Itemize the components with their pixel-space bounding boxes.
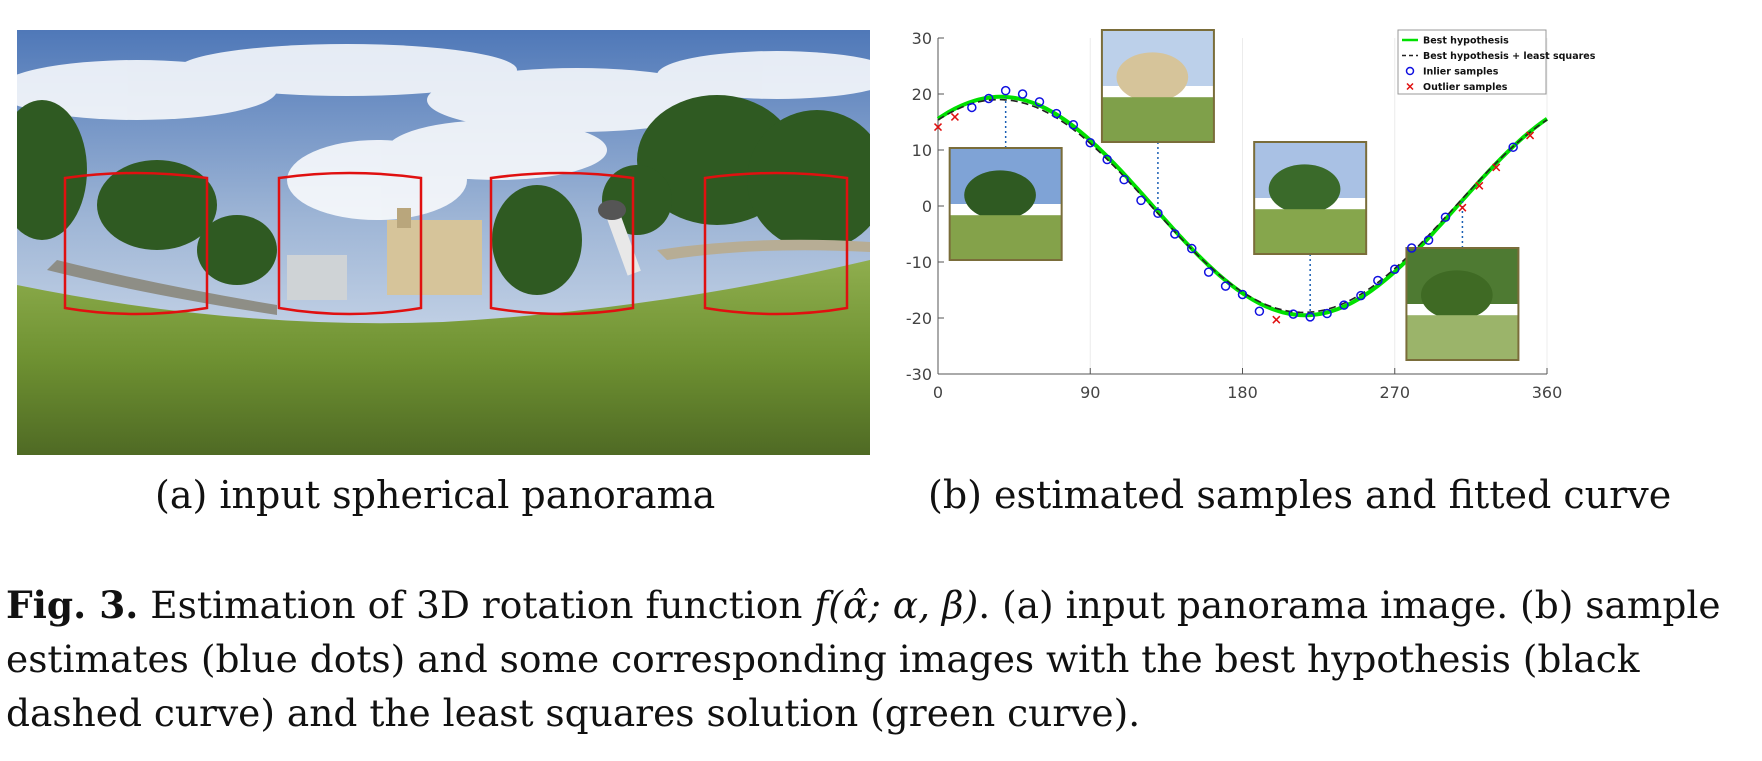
y-tick-label-10: 10	[912, 141, 932, 160]
y-tick-label--10: -10	[906, 253, 932, 272]
inlier-point	[1237, 289, 1248, 300]
inlier-point	[1017, 89, 1028, 99]
inlier-point	[1440, 212, 1451, 222]
legend-swatch-x	[1406, 82, 1414, 91]
inset-frame	[1405, 247, 1520, 361]
y-tick-label--30: -30	[906, 365, 932, 384]
inlier-point	[1187, 243, 1197, 254]
outlier-point	[1526, 131, 1535, 140]
inlier-point	[1322, 308, 1332, 319]
outlier-stroke	[1492, 163, 1501, 172]
inlier-point	[1034, 97, 1045, 107]
inset-thumbnail-bushes	[1405, 247, 1520, 361]
legend-label: Best hypothesis + least squares	[1423, 51, 1596, 62]
inlier-point	[1220, 281, 1231, 291]
inlier-point	[1119, 174, 1129, 185]
panorama-caption: (a) input spherical panorama	[155, 473, 716, 517]
inset-ground	[1254, 209, 1367, 254]
inlier-point	[1390, 264, 1400, 275]
legend-entry: Best hypothesis + least squares	[1402, 51, 1596, 62]
x-tick-label-360: 360	[1532, 383, 1563, 402]
inlier-point	[1356, 290, 1366, 301]
inlier-point	[1136, 195, 1146, 206]
inset-feature	[964, 170, 1036, 220]
inset-ground	[949, 215, 1062, 260]
inset-thumbnail-statue	[1253, 141, 1368, 255]
outlier-stroke	[1526, 131, 1535, 140]
y-tick-label-0: 0	[922, 197, 932, 216]
inset-feature	[1116, 52, 1189, 102]
inlier-point	[1373, 275, 1383, 286]
outlier-stroke	[1458, 203, 1467, 212]
legend-entry: Outlier samples	[1406, 82, 1508, 93]
legend-label: Inlier samples	[1423, 67, 1499, 78]
outlier-stroke	[1272, 315, 1281, 324]
inlier-point	[1254, 306, 1265, 317]
inset-feature	[1268, 164, 1341, 214]
outlier-stroke	[933, 123, 943, 132]
outlier-point	[1492, 163, 1501, 172]
caption-text-intro: Estimation of 3D rotation function	[138, 583, 815, 627]
inlier-point	[1051, 108, 1062, 119]
panorama-image	[17, 30, 870, 455]
rotation-formula: f(α̂; α, β)	[814, 583, 979, 627]
x-tick-label-90: 90	[1080, 383, 1100, 402]
inlier-point	[1085, 137, 1095, 148]
chart-caption: (b) estimated samples and fitted curve	[928, 473, 1672, 517]
y-tick-label--20: -20	[906, 309, 932, 328]
x-tick-label-270: 270	[1379, 383, 1410, 402]
legend-swatch-circle	[1405, 66, 1415, 76]
legend-box	[1397, 29, 1547, 95]
inlier-point	[1305, 312, 1315, 322]
outlier-stroke	[1475, 181, 1484, 190]
inset-thumbnail-tree-path	[948, 147, 1063, 261]
inlier-point	[1102, 154, 1112, 165]
y-tick-label-30: 30	[912, 29, 932, 48]
rotation-chart: 30 20 10 0 -10 -20 -30 0 90 180 270 360 Best hypothe…	[906, 20, 1690, 468]
inset-frame	[1253, 141, 1368, 255]
inlier-point	[1406, 243, 1417, 253]
inset-thumbnail-building	[1100, 29, 1215, 143]
legend-entry: Inlier samples	[1405, 66, 1499, 78]
least-squares-curve	[937, 98, 1548, 314]
inlier-point	[1339, 300, 1349, 310]
outlier-point	[950, 112, 959, 121]
outlier-point	[1272, 315, 1281, 324]
inlier-point	[1068, 120, 1079, 130]
outlier-point	[1458, 203, 1467, 212]
inset-ground	[1406, 315, 1519, 360]
inset-ground	[1101, 97, 1214, 142]
inset-frame	[1100, 29, 1215, 143]
inlier-point	[984, 93, 994, 104]
inlier-point	[1203, 267, 1214, 277]
inlier-point	[1508, 142, 1518, 152]
inlier-point	[1000, 85, 1011, 96]
inset-feature	[1420, 270, 1493, 320]
y-tick-label-20: 20	[912, 85, 932, 104]
legend-label: Outlier samples	[1423, 82, 1508, 93]
inlier-point	[1288, 309, 1298, 319]
x-tick-label-180: 180	[1227, 383, 1258, 402]
chart-legend: Best hypothesis Best hypothesis + least s…	[1397, 29, 1596, 95]
inlier-point	[1423, 235, 1434, 245]
outlier-point	[1475, 181, 1484, 190]
inlier-point	[967, 102, 977, 113]
inset-frame	[948, 147, 1063, 261]
caption-text-body: . (a) input panorama image. (b) sample e…	[6, 583, 1721, 735]
inlier-point	[1170, 229, 1180, 239]
legend-entry: Best hypothesis	[1402, 36, 1509, 47]
figure-caption: Fig. 3. Estimation of 3D rotation functi…	[6, 578, 1746, 740]
inlier-point	[1153, 208, 1163, 219]
outlier-point	[933, 123, 943, 132]
x-tick-label-0: 0	[933, 383, 943, 402]
outlier-stroke	[950, 112, 959, 121]
legend-label: Best hypothesis	[1423, 36, 1509, 47]
figure-label: Fig. 3.	[6, 583, 139, 627]
